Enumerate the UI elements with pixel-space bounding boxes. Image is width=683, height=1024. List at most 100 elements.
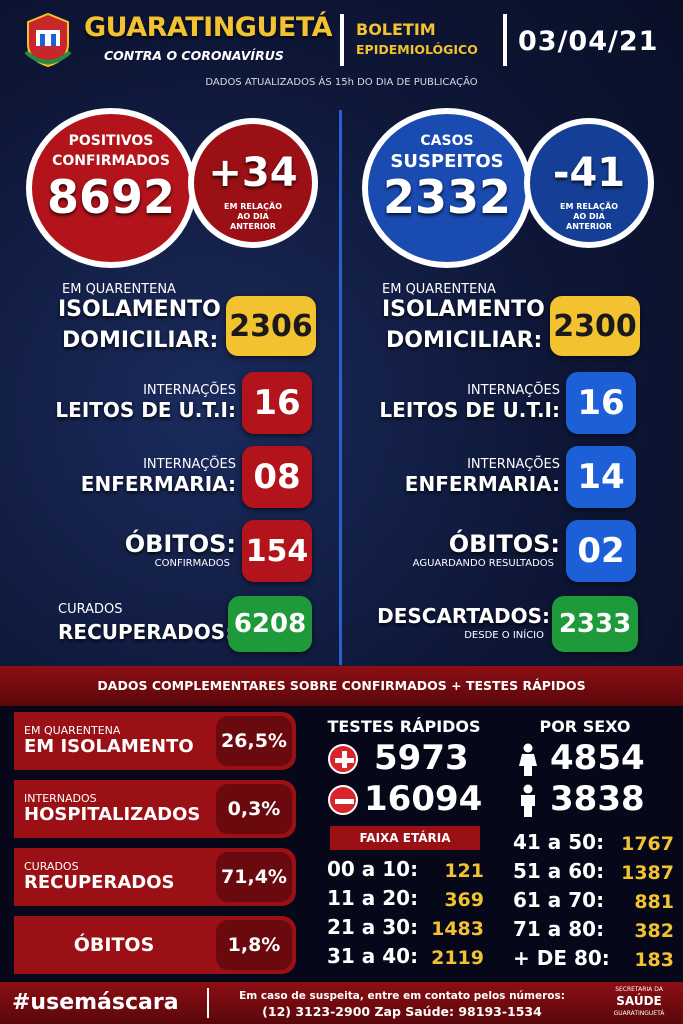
age-value-71-80: 382 [634, 920, 674, 942]
complement-band [0, 666, 683, 706]
age-value-21-30: 1483 [431, 918, 484, 940]
bar-deaths-big: ÓBITOS [73, 934, 155, 956]
contact-line-1: Em caso de suspeita, entre em contato pe… [239, 990, 565, 1002]
female-icon [516, 743, 540, 777]
suspected-title-1: CASOS [420, 133, 474, 149]
male-count: 3838 [550, 779, 645, 819]
age-title-bar [330, 826, 480, 850]
contact-line-2: (12) 3123-2900 Zap Saúde: 98193-1534 [262, 1004, 542, 1019]
age-title: FAIXA ETÁRIA [359, 831, 451, 845]
rapid-tests-title: TESTES RÁPIDOS [327, 717, 481, 736]
suspected-delta-note-2: AO DIA [573, 212, 605, 221]
age-value-over-80: 183 [634, 949, 674, 971]
left-cured-label: RECUPERADOS: [58, 620, 234, 644]
confirmed-delta-note-2: AO DIA [237, 212, 269, 221]
age-range-11-20: 11 a 20: [327, 886, 419, 910]
confirmed-circle [26, 108, 196, 268]
confirmed-title-1: POSITIVOS [68, 133, 154, 149]
bar-isolation-small: EM QUARENTENA [24, 724, 121, 737]
footer-band [0, 982, 683, 1024]
right-quarantine-line2: DOMICILIAR: [386, 328, 543, 353]
age-value-61-70: 881 [634, 891, 674, 913]
logo-city: GUARATINGUETÁ [613, 1010, 665, 1017]
age-value-00-10: 121 [444, 860, 484, 882]
right-deaths-small: AGUARDANDO RESULTADOS [412, 558, 554, 569]
suspected-delta-note-1: EM RELAÇÃO [560, 202, 618, 211]
left-cured-value: 6208 [228, 596, 312, 652]
right-ward-value: 14 [566, 446, 636, 508]
logo-small: SECRETARIA DA [615, 986, 663, 993]
right-discarded-small: DESDE O INÍCIO [464, 630, 544, 641]
positive-plus-icon [328, 744, 358, 774]
bar-hospitalized-pct-box [216, 784, 292, 834]
age-range-21-30: 21 a 30: [327, 915, 419, 939]
complement-banner: DADOS COMPLEMENTARES SOBRE CONFIRMADOS +… [97, 678, 586, 693]
bar-isolation-pct-box [216, 716, 292, 766]
right-discarded-value: 2333 [552, 596, 638, 652]
right-quarantine-line1: ISOLAMENTO [382, 297, 545, 322]
rapid-negative: 16094 [364, 779, 483, 819]
age-range-31-40: 31 a 40: [327, 944, 419, 968]
age-range-61-70: 61 a 70: [513, 888, 605, 912]
left-cured-small: CURADOS [58, 602, 123, 617]
right-icu-label: LEITOS DE U.T.I: [379, 398, 560, 422]
update-note: DADOS ATUALIZADOS ÀS 15h DO DIA DE PUBLI… [205, 77, 478, 88]
left-quarantine-line1: ISOLAMENTO [58, 297, 221, 322]
age-value-11-20: 369 [444, 889, 484, 911]
age-value-41-50: 1767 [621, 833, 674, 855]
left-quarantine-value: 2306 [226, 296, 316, 356]
bar-recovered-pct: 71,4% [221, 866, 287, 888]
bulletin-subtitle: EPIDEMIOLÓGICO [356, 42, 478, 57]
right-ward-label: ENFERMARIA: [404, 472, 560, 496]
female-count: 4854 [550, 738, 645, 778]
rapid-positive: 5973 [374, 738, 469, 778]
right-icu-value: 16 [566, 372, 636, 434]
age-range-00-10: 00 a 10: [327, 857, 419, 881]
confirmed-total: 8692 [46, 170, 176, 224]
left-ward-value: 08 [242, 446, 312, 508]
suspected-total: 2332 [382, 170, 512, 224]
right-quarantine-small: EM QUARENTENA [382, 282, 496, 297]
sex-title: POR SEXO [539, 717, 631, 736]
confirmed-delta-note-1: EM RELAÇÃO [224, 202, 282, 211]
left-quarantine-small: EM QUARENTENA [62, 282, 176, 297]
bar-hospitalized-pct: 0,3% [227, 798, 281, 820]
age-value-31-40: 2119 [431, 947, 484, 969]
suspected-delta-circle [524, 118, 654, 248]
right-discarded-label: DESCARTADOS: [377, 604, 550, 628]
confirmed-delta-circle [188, 118, 318, 248]
header-divider-1 [340, 14, 344, 66]
right-ward-small: INTERNAÇÕES [467, 457, 560, 472]
left-ward-small: INTERNAÇÕES [143, 457, 236, 472]
age-range-51-60: 51 a 60: [513, 859, 605, 883]
negative-minus-icon [328, 785, 358, 815]
bar-hospitalized-small: INTERNADOS [24, 792, 97, 805]
suspected-delta: -41 [552, 150, 626, 196]
age-value-51-60: 1387 [621, 862, 674, 884]
bar-deaths-pct-box [216, 920, 292, 970]
right-deaths-value: 02 [566, 520, 636, 582]
bulletin-date: 03/04/21 [518, 26, 659, 57]
bar-recovered-pct-box [216, 852, 292, 902]
age-range-71-80: 71 a 80: [513, 917, 605, 941]
suspected-delta-note-3: ANTERIOR [566, 222, 612, 231]
male-icon [516, 784, 540, 818]
logo-big: SAÚDE [616, 994, 662, 1008]
bar-isolation-big: EM ISOLAMENTO [24, 736, 194, 757]
bar-recovered-small: CURADOS [24, 860, 79, 873]
suspected-circle [362, 108, 532, 268]
suspected-title-2: SUSPEITOS [390, 151, 504, 172]
confirmed-title-2: CONFIRMADOS [52, 153, 170, 169]
city-title: GUARATINGUETÁ [84, 12, 333, 43]
bar-hospitalized-big: HOSPITALIZADOS [24, 804, 201, 825]
confirmed-delta: +34 [208, 150, 298, 196]
left-deaths-value: 154 [242, 520, 312, 582]
left-deaths-label: ÓBITOS: [124, 530, 236, 558]
left-icu-value: 16 [242, 372, 312, 434]
age-range-over-80: + DE 80: [513, 946, 610, 970]
left-deaths-small: CONFIRMADOS [154, 558, 230, 569]
left-icu-small: INTERNAÇÕES [143, 383, 236, 398]
right-deaths-label: ÓBITOS: [448, 530, 560, 558]
bar-deaths-pct: 1,8% [227, 934, 281, 956]
right-quarantine-value: 2300 [550, 296, 640, 356]
